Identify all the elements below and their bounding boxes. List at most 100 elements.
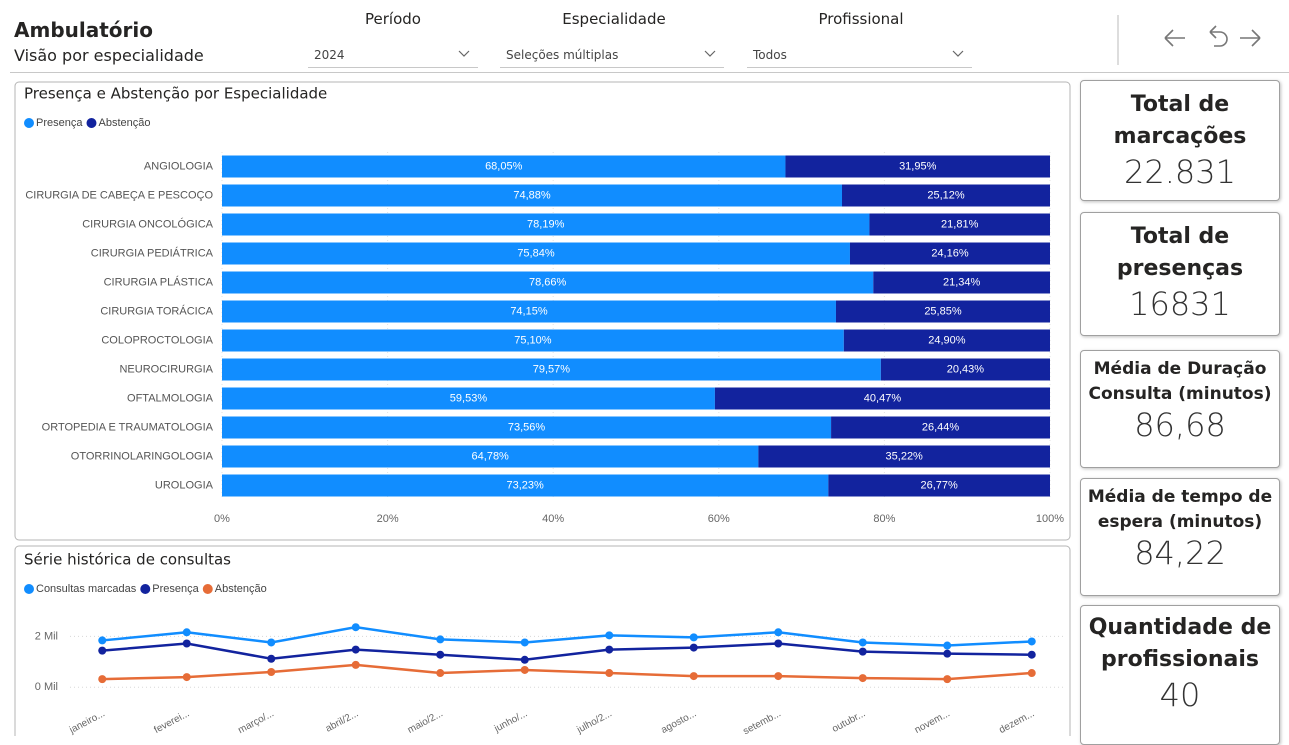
filter-label: Profissional — [818, 10, 904, 28]
y-tick-label: CIRURGIA TORÁCICA — [100, 304, 213, 317]
data-label: 59,53% — [450, 392, 488, 404]
data-label: 31,95% — [899, 160, 937, 172]
line-marker — [182, 628, 191, 637]
kpi-card: Total de marcações 22.831 — [1080, 80, 1280, 201]
legend-label: Abstenção — [98, 117, 150, 129]
y-tick-label: ORTOPEDIA E TRAUMATOLOGIA — [42, 421, 214, 433]
data-label: 74,88% — [513, 189, 551, 201]
line-marker — [98, 636, 107, 645]
chevron — [952, 50, 964, 57]
line-marker — [267, 638, 276, 647]
line-marker — [351, 660, 360, 669]
line — [102, 625, 1032, 647]
filter-dropdown[interactable]: Todos — [747, 41, 972, 68]
data-label: 73,23% — [507, 479, 545, 491]
data-label: 78,19% — [527, 218, 565, 230]
bar-segment — [222, 213, 870, 236]
chart-title: Série histórica de consultas — [24, 551, 231, 569]
bar-segment — [222, 329, 844, 352]
line-marker — [858, 674, 867, 683]
nav-forward[interactable] — [1240, 29, 1261, 47]
line-marker — [520, 665, 529, 674]
nav-reset[interactable] — [1209, 25, 1228, 47]
filter-label: Especialidade — [562, 10, 666, 28]
data-label: 75,10% — [514, 334, 552, 346]
legend-marker — [86, 118, 97, 128]
data-label: 21,81% — [941, 218, 979, 230]
x-tick-label: 0% — [214, 513, 230, 525]
line-marker — [351, 645, 360, 654]
line-marker — [774, 628, 783, 637]
bar-segment — [758, 445, 1050, 468]
x-tick-label: 40% — [542, 513, 564, 525]
kpi-value: 16831 — [1129, 284, 1231, 323]
bar-segment — [849, 242, 1050, 265]
filter-dropdown[interactable]: 2024 — [308, 41, 478, 68]
line-marker — [436, 635, 445, 644]
nav-bar — [1117, 15, 1261, 65]
kpi-card: Quantidade de profissionais 40 — [1080, 605, 1280, 745]
bar-segment — [714, 387, 1050, 410]
data-label: 40,47% — [864, 392, 902, 404]
bar-segment — [222, 155, 786, 178]
y-tick-label: OFTALMOLOGIA — [127, 392, 214, 404]
bar-segment — [831, 416, 1050, 439]
filter-value: Seleções múltiplas — [506, 48, 619, 62]
kpi-card: Média de tempo de espera (minutos) 84,22 — [1080, 478, 1280, 596]
line-marker — [605, 669, 614, 678]
nav-back[interactable] — [1164, 29, 1185, 47]
line-marker — [436, 650, 445, 659]
line-marker — [774, 672, 783, 681]
line-marker — [858, 638, 867, 647]
kpi-title: Quantidade de profissionais — [1088, 615, 1272, 672]
legend-marker — [24, 118, 34, 128]
bar-segment — [873, 271, 1050, 294]
bar-segment — [835, 300, 1050, 323]
line-marker — [182, 673, 191, 682]
bar-segment — [222, 184, 843, 207]
kpi-value: 40 — [1159, 675, 1201, 714]
y-tick-label: CIRURGIA PLÁSTICA — [104, 275, 214, 288]
header-rule — [10, 72, 1289, 73]
y-tick-label: ANGIOLOGIA — [144, 160, 214, 172]
line-marker — [689, 643, 698, 652]
line-marker — [351, 623, 360, 632]
y-tick-label: OTORRINOLARINGOLOGIA — [71, 450, 214, 462]
line-marker — [605, 645, 614, 654]
data-label: 26,44% — [922, 421, 960, 433]
page-subtitle: Visão por especialidade — [14, 46, 204, 65]
y-tick-label: CIRURGIA DE CABEÇA E PESCOÇO — [25, 189, 213, 201]
bar-segment — [222, 474, 829, 497]
filter-dropdown[interactable]: Seleções múltiplas — [500, 41, 724, 68]
page-title: Ambulatório — [14, 18, 153, 42]
data-label: 24,90% — [928, 334, 966, 346]
line — [102, 663, 1032, 681]
data-label: 74,15% — [510, 305, 548, 317]
line-marker — [267, 668, 276, 676]
line-marker — [943, 675, 952, 684]
kpi-card: Média de Duração Consulta (minutos) 86,68 — [1080, 350, 1280, 468]
x-tick-label: 20% — [377, 513, 399, 525]
line-marker — [436, 669, 445, 678]
line-marker — [520, 638, 529, 647]
charts: Presença e Abstenção por Especialidade S… — [14, 81, 1071, 736]
line-marker — [98, 646, 107, 655]
data-label: 64,78% — [472, 450, 510, 462]
kpi-value: 22.831 — [1124, 152, 1236, 191]
data-label: 25,12% — [927, 189, 965, 201]
data-label: 73,56% — [508, 421, 546, 433]
filter-value: 2024 — [314, 48, 345, 62]
legend-marker — [24, 584, 34, 594]
legend-label: Consultas marcadas — [36, 583, 137, 595]
line-marker — [520, 655, 529, 664]
line-marker — [605, 631, 614, 640]
y-tick-label: NEUROCIRURGIA — [119, 363, 213, 375]
bar-segment — [843, 329, 1050, 352]
bar-segment — [222, 242, 850, 265]
kpi-title: Total de marcações — [1113, 92, 1247, 149]
data-label: 20,43% — [947, 363, 985, 375]
chevron — [704, 50, 716, 57]
chevron — [458, 50, 470, 57]
y-tick-label: 2 Mil — [35, 630, 58, 642]
